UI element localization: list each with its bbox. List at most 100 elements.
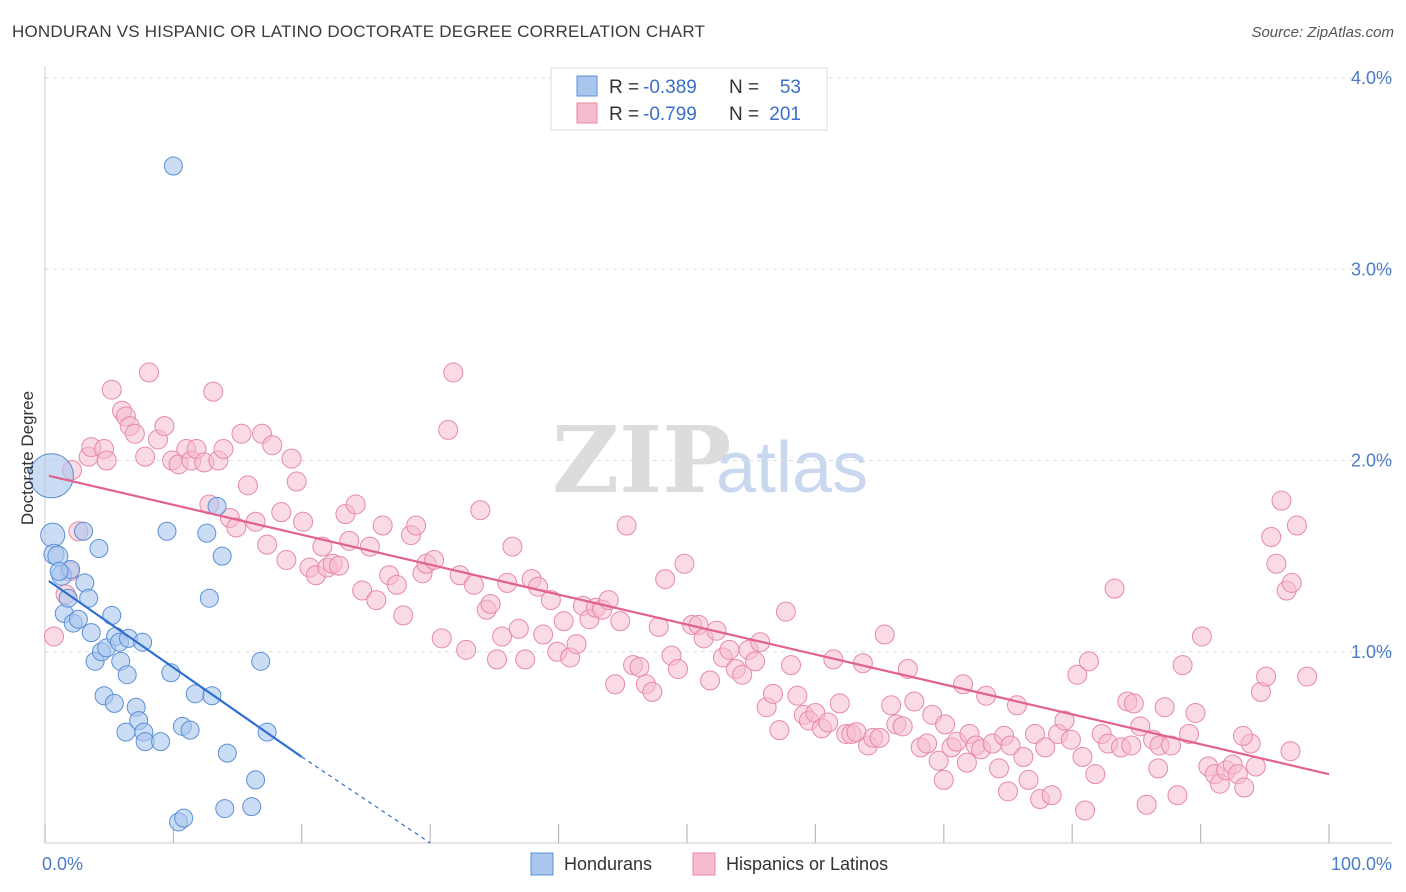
hondurans-point [251,651,271,671]
legend-r-label-hispanics: R = [609,104,639,125]
legend-swatch-hispanics [576,102,598,124]
hispanics-point [775,601,796,622]
hispanics-point [1104,578,1125,599]
hispanics-point [719,639,740,660]
hispanics-point [917,733,938,754]
hispanics-point [237,475,258,496]
hondurans-point [246,770,266,790]
hispanics-point [745,651,766,672]
hispanics-point [533,624,554,645]
hondurans-point [180,720,200,740]
hispanics-point [1256,666,1277,687]
hondurans-point [104,693,124,713]
tick-labels: 1.0% 2.0% 3.0% 4.0% 0.0% 100.0% [42,68,1392,874]
legend-n-label-hispanics: N = [729,104,759,125]
hispanics-point [393,605,414,626]
hispanics-point [928,750,949,771]
source-label: Source: ZipAtlas.com [1251,24,1394,41]
hispanics-point [668,658,689,679]
y-tick-label: 2.0% [1351,451,1392,471]
hondurans-point [133,632,153,652]
hispanics-point [96,450,117,471]
hispanics-point [610,611,631,632]
hispanics-point [508,618,529,639]
hispanics-point [1297,666,1318,687]
hispanics-point [463,574,484,595]
watermark-atlas: atlas [716,428,868,508]
hispanics-point [1286,515,1307,536]
hispanics-point [257,534,278,555]
hispanics-point [1271,490,1292,511]
hispanics-point [502,536,523,557]
hispanics-point [271,502,292,523]
hispanics-point [1075,800,1096,821]
hispanics-point [1154,697,1175,718]
y-tick-label: 4.0% [1351,68,1392,88]
hispanics-point [642,681,663,702]
series-legend: Hondurans Hispanics or Latinos [530,852,888,876]
hispanics-point [1245,756,1266,777]
hondurans-point [151,732,171,752]
hispanics-point [1179,723,1200,744]
hispanics-point [1024,723,1045,744]
hondurans-point [89,538,109,558]
bottom-legend-hispanics: Hispanics or Latinos [726,854,888,874]
hispanics-point [139,362,160,383]
hondurans-point [242,797,262,817]
hispanics-point [605,674,626,695]
hispanics-point [1041,785,1062,806]
hispanics-point [329,555,350,576]
hispanics-point [1148,758,1169,779]
hispanics-point [492,626,513,647]
hondurans-point [40,522,66,548]
hondurans-point [157,521,177,541]
bottom-legend-swatch-hondurans [530,852,554,876]
hispanics-point [1067,664,1088,685]
y-tick-label: 3.0% [1351,259,1392,279]
hispanics-points [43,362,1318,821]
hispanics-point [231,423,252,444]
trend-lines [48,474,1330,844]
hispanics-point [480,593,501,614]
hondurans-trend-line [48,580,303,758]
hispanics-point [262,435,283,456]
hispanics-point [1185,702,1206,723]
hondurans-point [174,808,194,828]
hispanics-point [135,446,156,467]
hispanics-point [1123,693,1144,714]
hispanics-point [897,658,918,679]
hispanics-point [293,511,314,532]
legend-swatch-hondurans [576,75,598,97]
hispanics-point [1234,777,1255,798]
hispanics-point [956,752,977,773]
hispanics-point [732,664,753,685]
bottom-legend-swatch-hispanics [692,852,716,876]
hondurans-point [117,665,137,685]
hispanics-point [154,416,175,437]
hispanics-point [1191,626,1212,647]
hondurans-point [74,521,94,541]
hondurans-point [212,546,232,566]
hondurans-point [215,799,235,819]
legend-n-hispanics: 201 [769,104,801,125]
legend-r-hondurans: -0.389 [643,77,697,98]
gridlines [45,77,1392,653]
hondurans-trend-extension [301,756,431,844]
hispanics-point [1121,735,1142,756]
hispanics-point [101,379,122,400]
hondurans-point [197,523,217,543]
hondurans-point [217,743,237,763]
hispanics-point [1000,735,1021,756]
hispanics-point [1085,764,1106,785]
hispanics-point [1013,746,1034,767]
hispanics-point [787,685,808,706]
legend-n-label-hondurans: N = [729,77,759,98]
hispanics-point [818,712,839,733]
hispanics-point [281,448,302,469]
bottom-legend-hondurans: Hondurans [564,854,652,874]
legend-r-label-hondurans: R = [609,77,639,98]
x-tick-label-max: 100.0% [1331,854,1392,874]
hondurans-point [79,588,99,608]
hispanics-point [655,569,676,590]
legend-r-hispanics: -0.799 [643,104,697,125]
